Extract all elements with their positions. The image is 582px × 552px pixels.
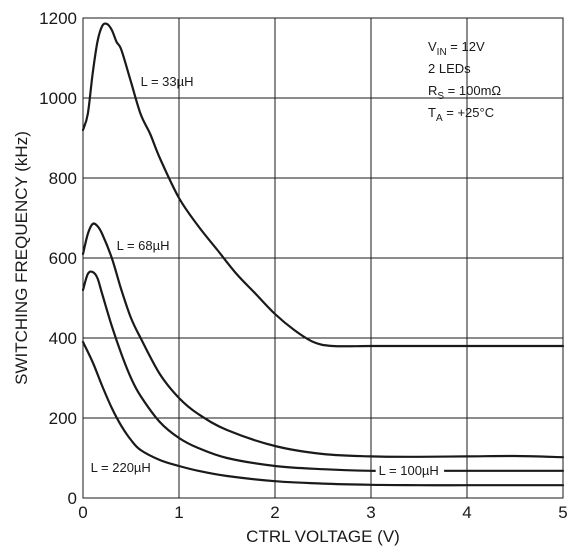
series-l68uh-line bbox=[81, 222, 565, 459]
test-conditions: VIN = 12V 2 LEDs RS = 100mΩ TA = +25°C bbox=[428, 39, 501, 124]
y-tick-label: 600 bbox=[49, 249, 77, 268]
y-tick-label: 800 bbox=[49, 169, 77, 188]
y-tick-label: 200 bbox=[49, 409, 77, 428]
x-tick-label: 3 bbox=[366, 503, 375, 522]
series-l220uh-label: L = 220µH bbox=[91, 460, 151, 475]
series-l68uh-label: L = 68µH bbox=[117, 238, 170, 253]
series-l100uh-label: L = 100µH bbox=[379, 463, 439, 478]
x-tick-label: 5 bbox=[558, 503, 567, 522]
y-tick-label: 1000 bbox=[39, 89, 77, 108]
x-tick-label: 4 bbox=[462, 503, 471, 522]
series-l100uh-line bbox=[81, 270, 565, 473]
y-tick-label: 1200 bbox=[39, 9, 77, 28]
x-tick-label: 2 bbox=[270, 503, 279, 522]
condition-ta: TA = +25°C bbox=[428, 105, 494, 124]
condition-vin: VIN = 12V bbox=[428, 39, 485, 58]
x-tick-label: 1 bbox=[174, 503, 183, 522]
y-tick-label: 400 bbox=[49, 329, 77, 348]
condition-rs: RS = 100mΩ bbox=[428, 83, 501, 102]
plot-frame bbox=[82, 17, 564, 499]
series-l220uh-line bbox=[81, 340, 565, 487]
x-tick-label: 0 bbox=[78, 503, 87, 522]
grid bbox=[83, 18, 563, 498]
x-axis-title: CTRL VOLTAGE (V) bbox=[246, 527, 400, 546]
condition-leds: 2 LEDs bbox=[428, 61, 471, 76]
tick-labels: 0 1 2 3 4 5 0 200 400 600 800 1000 1200 bbox=[39, 9, 568, 522]
y-tick-label: 0 bbox=[68, 489, 77, 508]
y-axis-title: SWITCHING FREQUENCY (kHz) bbox=[12, 131, 31, 385]
series-l33uh-label: L = 33µH bbox=[141, 74, 194, 89]
series-l100uh-label-bg bbox=[375, 460, 445, 477]
series-labels: L = 33µH L = 68µH L = 100µH L = 220µH bbox=[91, 74, 445, 478]
series-l33uh-line bbox=[81, 22, 565, 348]
